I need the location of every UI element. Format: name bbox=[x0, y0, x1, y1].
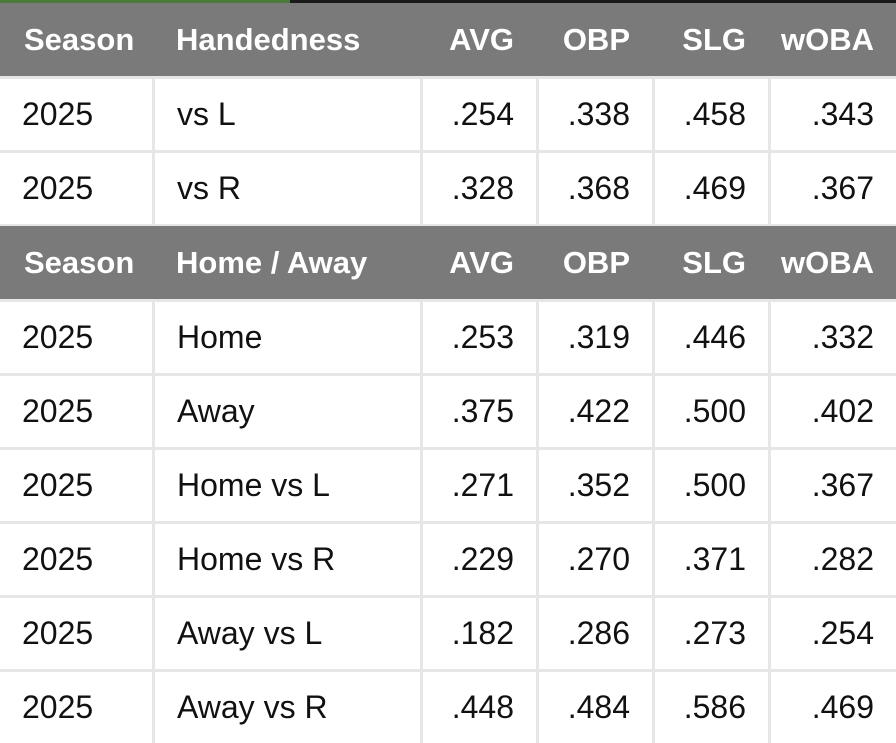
stat-cell: .271 bbox=[423, 450, 536, 521]
season-cell: 2025 bbox=[0, 672, 152, 743]
season-cell: 2025 bbox=[0, 153, 152, 224]
column-header: Handedness bbox=[152, 3, 420, 76]
stat-cell: .352 bbox=[539, 450, 652, 521]
column-header: Season bbox=[0, 226, 152, 299]
season-cell: 2025 bbox=[0, 524, 152, 595]
stat-cell: .484 bbox=[539, 672, 652, 743]
column-header: SLG bbox=[652, 3, 768, 76]
column-header: OBP bbox=[536, 3, 652, 76]
split-cell: Away vs R bbox=[155, 672, 420, 743]
column-header: wOBA bbox=[768, 3, 896, 76]
split-cell: Home vs L bbox=[155, 450, 420, 521]
stat-cell: .371 bbox=[655, 524, 768, 595]
season-cell: 2025 bbox=[0, 376, 152, 447]
stat-cell: .254 bbox=[423, 79, 536, 150]
top-bar bbox=[0, 0, 896, 3]
season-cell: 2025 bbox=[0, 598, 152, 669]
stat-cell: .500 bbox=[655, 450, 768, 521]
stat-cell: .586 bbox=[655, 672, 768, 743]
stat-cell: .469 bbox=[655, 153, 768, 224]
stat-cell: .319 bbox=[539, 302, 652, 373]
split-cell: Home bbox=[155, 302, 420, 373]
stat-cell: .328 bbox=[423, 153, 536, 224]
column-header: wOBA bbox=[768, 226, 896, 299]
split-cell: Away vs L bbox=[155, 598, 420, 669]
split-cell: Home vs R bbox=[155, 524, 420, 595]
column-header: AVG bbox=[420, 3, 536, 76]
progress bbox=[0, 0, 290, 3]
column-header: Home / Away bbox=[152, 226, 420, 299]
stat-cell: .458 bbox=[655, 79, 768, 150]
stat-cell: .282 bbox=[771, 524, 896, 595]
stat-cell: .254 bbox=[771, 598, 896, 669]
column-header: OBP bbox=[536, 226, 652, 299]
stat-cell: .448 bbox=[423, 672, 536, 743]
stat-cell: .375 bbox=[423, 376, 536, 447]
season-cell: 2025 bbox=[0, 79, 152, 150]
stat-cell: .368 bbox=[539, 153, 652, 224]
stat-cell: .273 bbox=[655, 598, 768, 669]
stat-cell: .343 bbox=[771, 79, 896, 150]
stat-cell: .367 bbox=[771, 450, 896, 521]
stat-cell: .332 bbox=[771, 302, 896, 373]
season-cell: 2025 bbox=[0, 450, 152, 521]
season-cell: 2025 bbox=[0, 302, 152, 373]
split-cell: vs L bbox=[155, 79, 420, 150]
stat-cell: .182 bbox=[423, 598, 536, 669]
column-header: Season bbox=[0, 3, 152, 76]
split-cell: vs R bbox=[155, 153, 420, 224]
stat-cell: .270 bbox=[539, 524, 652, 595]
stat-cell: .446 bbox=[655, 302, 768, 373]
split-cell: Away bbox=[155, 376, 420, 447]
stat-cell: .422 bbox=[539, 376, 652, 447]
stat-cell: .229 bbox=[423, 524, 536, 595]
stat-cell: .286 bbox=[539, 598, 652, 669]
column-header: SLG bbox=[652, 226, 768, 299]
stat-cell: .469 bbox=[771, 672, 896, 743]
stat-cell: .402 bbox=[771, 376, 896, 447]
stat-cell: .253 bbox=[423, 302, 536, 373]
stat-cell: .367 bbox=[771, 153, 896, 224]
stat-cell: .338 bbox=[539, 79, 652, 150]
stat-cell: .500 bbox=[655, 376, 768, 447]
column-header: AVG bbox=[420, 226, 536, 299]
